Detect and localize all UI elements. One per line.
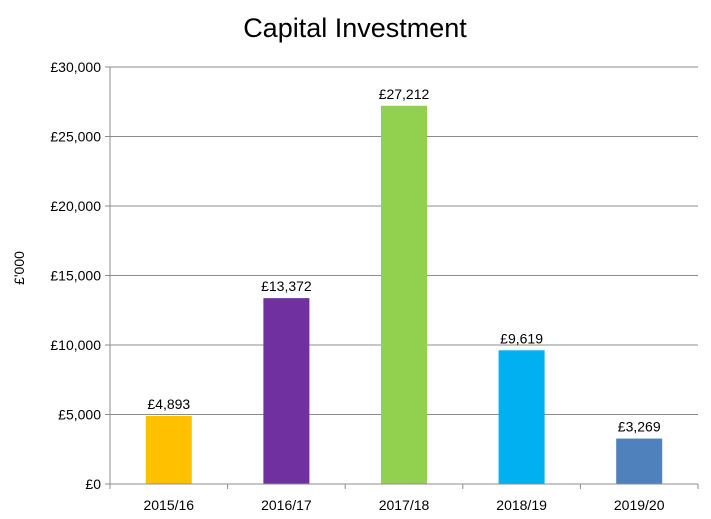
y-tick-label: £25,000 [50,129,101,145]
bar-2017-18 [381,105,427,484]
chart-title: Capital Investment [243,13,467,43]
x-tick-label: 2017/18 [379,497,430,513]
data-label: £27,212 [379,86,430,102]
bar-2016-17 [263,298,310,484]
y-tick-label: £15,000 [50,268,101,284]
x-tick-label: 2015/16 [143,497,194,513]
data-label: £13,372 [261,278,312,294]
bar-2019-20 [616,438,663,484]
x-tick-label: 2018/19 [496,497,547,513]
y-tick-label: £30,000 [50,59,101,75]
x-tick-label: 2019/20 [614,497,665,513]
y-tick-label: £10,000 [50,337,101,353]
data-label: £9,619 [500,330,543,346]
labels: £0 £5,000 £10,000 £15,000 £20,000 £25,000 £30,… [50,59,664,513]
bar-2018-19 [498,350,545,484]
data-label: £3,269 [618,419,661,435]
bar-2015-16 [145,415,192,484]
axes [105,66,699,489]
y-tick-label: £0 [85,476,101,492]
y-tick-label: £5,000 [58,407,101,423]
y-tick-label: £20,000 [50,198,101,214]
bars [145,105,663,484]
data-label: £4,893 [147,396,190,412]
x-tick-label: 2016/17 [261,497,312,513]
y-axis-label: £'000 [11,251,27,285]
